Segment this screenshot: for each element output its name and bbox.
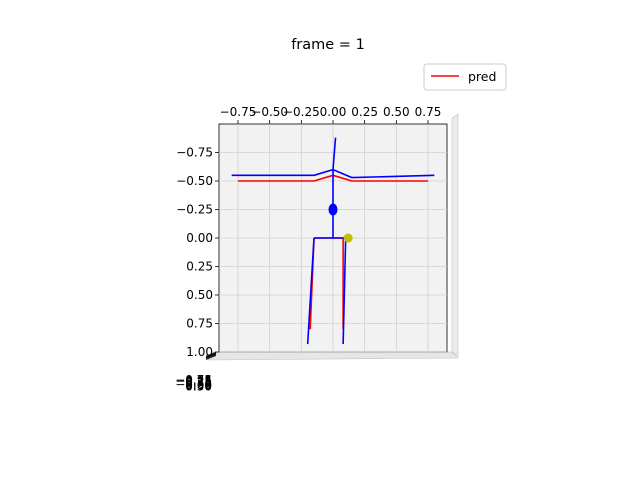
y-tick-label: 0.00 bbox=[186, 231, 213, 245]
y-tick-label: 1.00 bbox=[186, 345, 213, 359]
z-tick-mark bbox=[205, 352, 217, 357]
series-line-gt bbox=[306, 237, 315, 345]
joint-point bbox=[328, 203, 338, 216]
x-tick-label: −0.25 bbox=[283, 105, 320, 119]
y-tick-label: −0.25 bbox=[176, 203, 213, 217]
series-line-gt bbox=[332, 137, 337, 238]
z-tick-label: −0.25 bbox=[175, 374, 212, 388]
y-tick-label: 0.25 bbox=[186, 260, 213, 274]
x-tick-label: 0.50 bbox=[383, 105, 410, 119]
z-tick-label: 0.75 bbox=[185, 376, 212, 390]
z-tick-mark bbox=[205, 354, 217, 359]
grid bbox=[219, 124, 447, 353]
z-tick-label: −0.50 bbox=[175, 378, 212, 392]
x-tick-label: 0.75 bbox=[415, 105, 442, 119]
z-tick-mark bbox=[205, 351, 217, 357]
z-tick-label: 0.50 bbox=[185, 380, 212, 394]
z-tick-label: 0.00 bbox=[185, 379, 212, 393]
z-axis-ticks: −0.75−0.50−0.250.000.250.500.75 bbox=[175, 351, 217, 394]
legend-box bbox=[423, 63, 507, 91]
x-tick-label: 0.25 bbox=[351, 105, 378, 119]
chart-title: frame = 1 bbox=[291, 37, 365, 53]
y-tick-label: −0.50 bbox=[176, 174, 213, 188]
y-axis-ticks: −0.75 −0.50 −0.25 0.00 0.25 0.50 0.75 1.00 bbox=[176, 146, 219, 359]
series-line-gt bbox=[342, 237, 347, 345]
legend-label-pred: pred bbox=[468, 69, 496, 84]
legend: pred bbox=[423, 63, 507, 91]
x-axis-ticks: −0.75−0.50−0.25 0.00 0.25 0.50 0.75 bbox=[220, 105, 442, 124]
z-tick-mark bbox=[205, 354, 217, 360]
x-tick-label: −0.75 bbox=[220, 105, 257, 119]
z-tick-mark bbox=[205, 352, 217, 358]
z-tick-label: 0.25 bbox=[185, 375, 212, 389]
y-tick-label: 0.50 bbox=[186, 288, 213, 302]
y-tick-label: 0.75 bbox=[186, 317, 213, 331]
marker-point bbox=[343, 233, 353, 243]
z-tick-mark bbox=[205, 353, 217, 359]
x-tick-label: −0.50 bbox=[251, 105, 288, 119]
x-tick-label: 0.00 bbox=[320, 105, 347, 119]
z-tick-label: −0.75 bbox=[175, 373, 212, 387]
z-tick-mark bbox=[205, 355, 217, 360]
y-tick-label: −0.75 bbox=[176, 146, 213, 160]
series-layer bbox=[231, 137, 435, 345]
